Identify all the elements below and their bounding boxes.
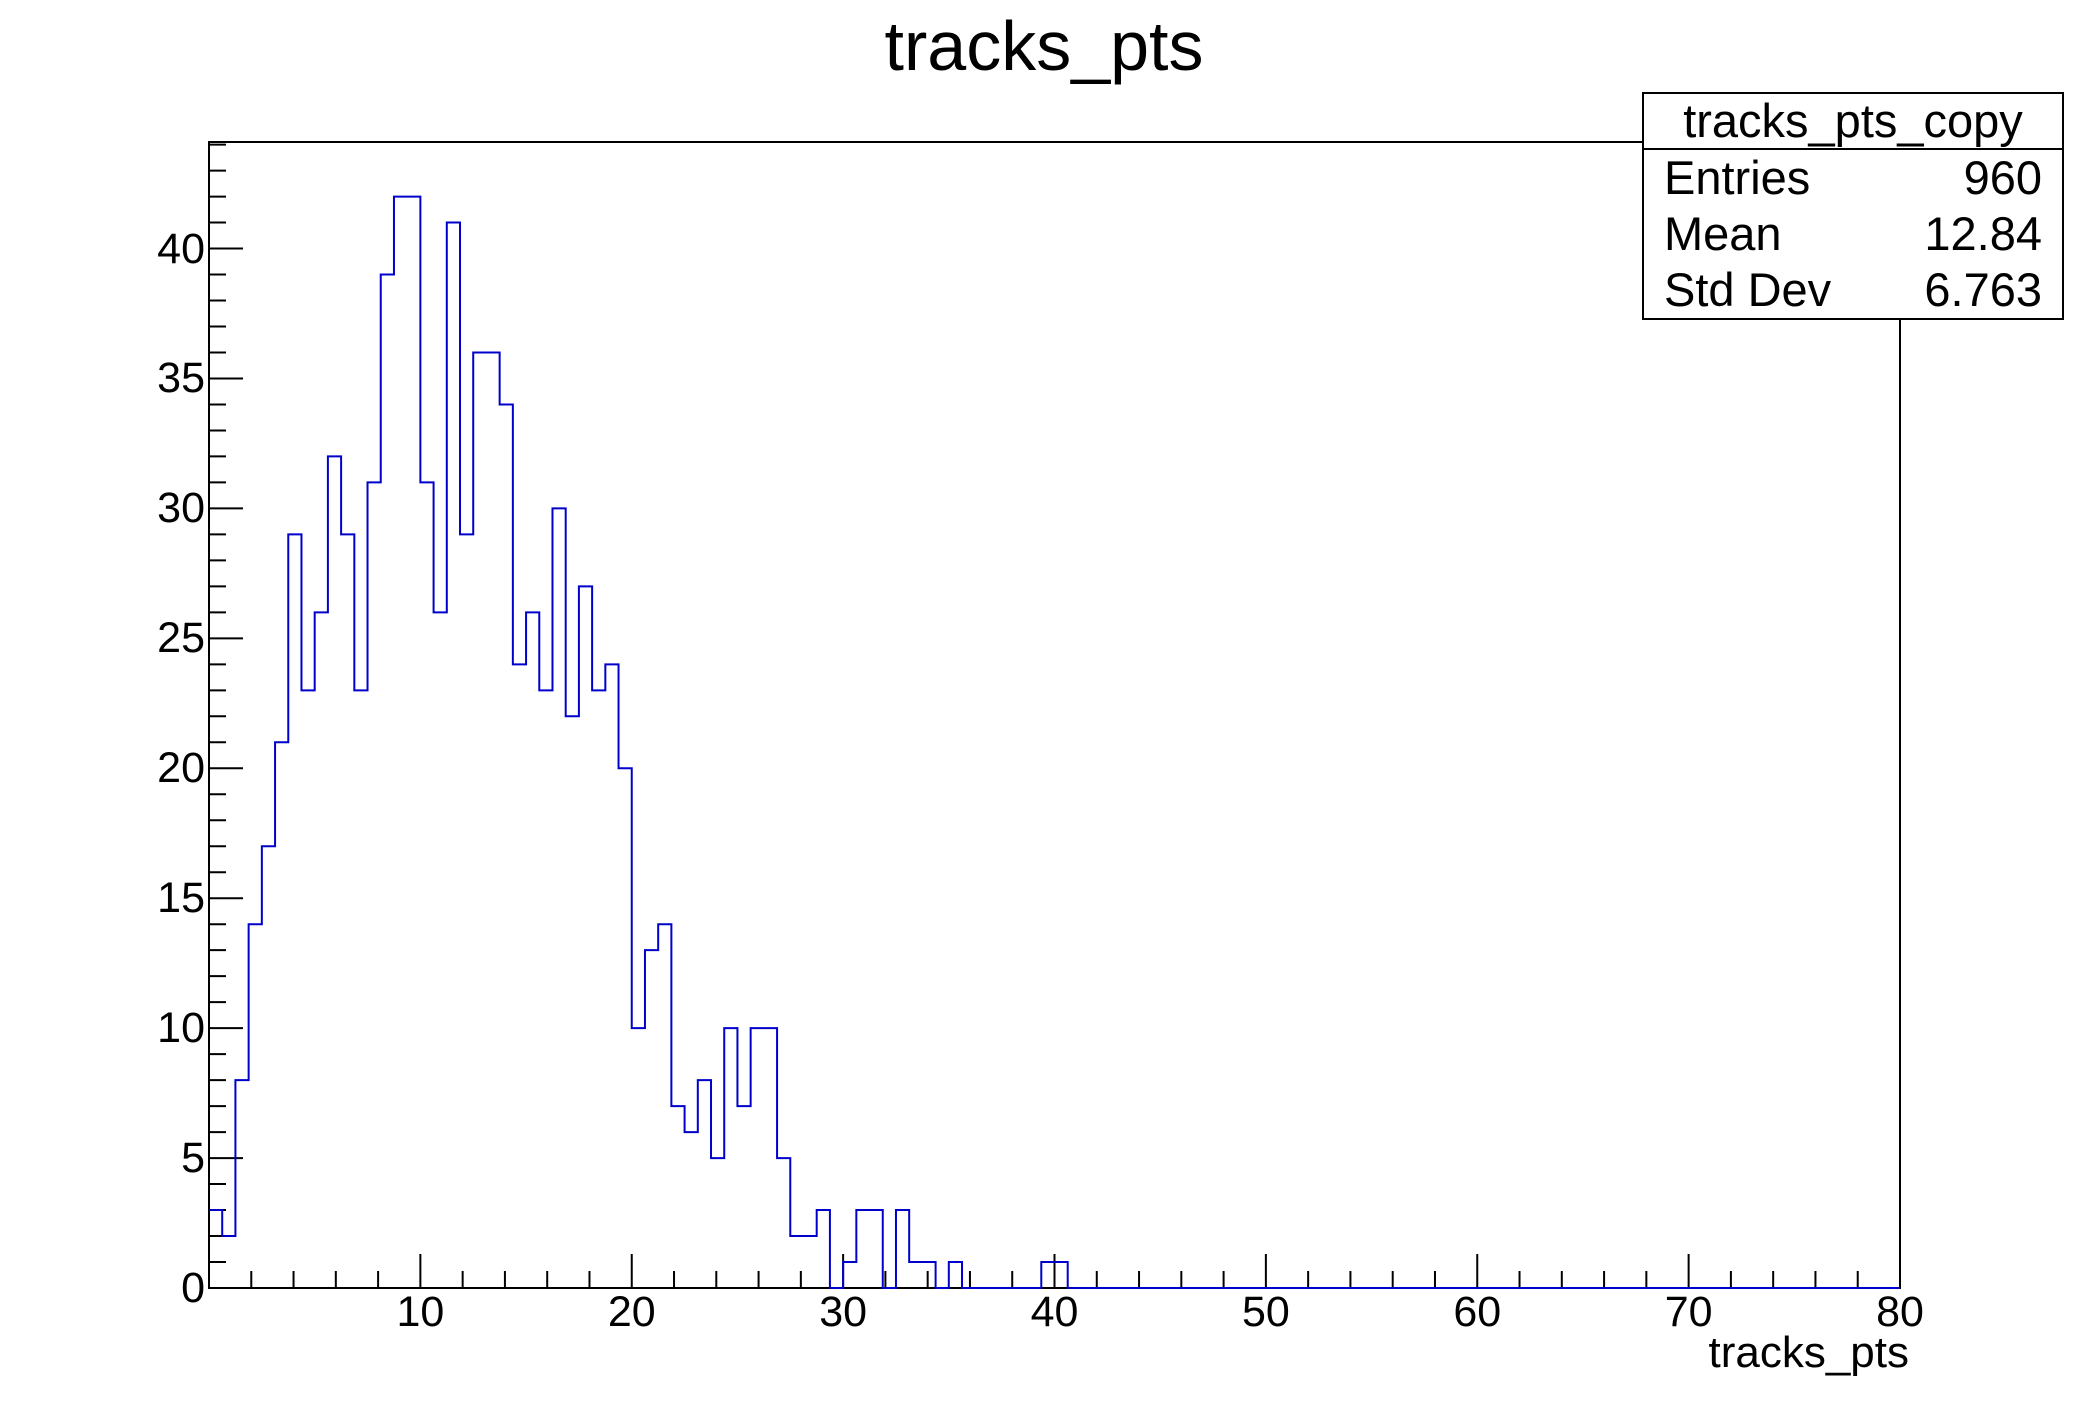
stats-label: Entries [1664, 151, 1811, 204]
x-tick-label: 80 [1876, 1288, 1924, 1336]
x-tick-label: 40 [1030, 1288, 1079, 1336]
x-axis-label: tracks_pts [1708, 1328, 1909, 1377]
stats-row-mean: Mean 12.84 [1644, 206, 2062, 262]
y-tick-label: 40 [157, 224, 205, 273]
chart-title: tracks_pts [884, 7, 1204, 85]
x-tick-label: 30 [819, 1288, 868, 1336]
stats-label: Std Dev [1664, 263, 1832, 316]
x-tick-label: 10 [396, 1288, 445, 1336]
y-tick-label: 10 [157, 1004, 205, 1053]
y-tick-label: 25 [157, 614, 205, 663]
stats-label: Mean [1664, 207, 1782, 260]
stats-value: 6.763 [1924, 263, 2042, 316]
histogram-line [209, 195, 1900, 1289]
stats-value: 960 [1963, 151, 2042, 204]
y-tick-label: 5 [181, 1134, 205, 1183]
y-tick-label: 20 [157, 744, 205, 793]
stats-box-title: tracks_pts_copy [1644, 94, 2062, 150]
y-tick-label: 0 [181, 1264, 205, 1312]
stats-row-stddev: Std Dev 6.763 [1644, 262, 2062, 318]
x-tick-label: 70 [1664, 1288, 1713, 1336]
y-tick-label: 35 [157, 354, 205, 403]
stats-box: tracks_pts_copy Entries 960 Mean 12.84 S… [1642, 92, 2064, 320]
x-tick-label: 50 [1241, 1288, 1290, 1336]
axis-ticks [209, 143, 1901, 1289]
y-tick-label: 30 [157, 484, 205, 533]
y-tick-label: 15 [157, 874, 205, 923]
stats-value: 12.84 [1924, 207, 2042, 260]
x-tick-label: 20 [607, 1288, 656, 1336]
stats-row-entries: Entries 960 [1644, 150, 2062, 206]
x-tick-label: 60 [1453, 1288, 1502, 1336]
